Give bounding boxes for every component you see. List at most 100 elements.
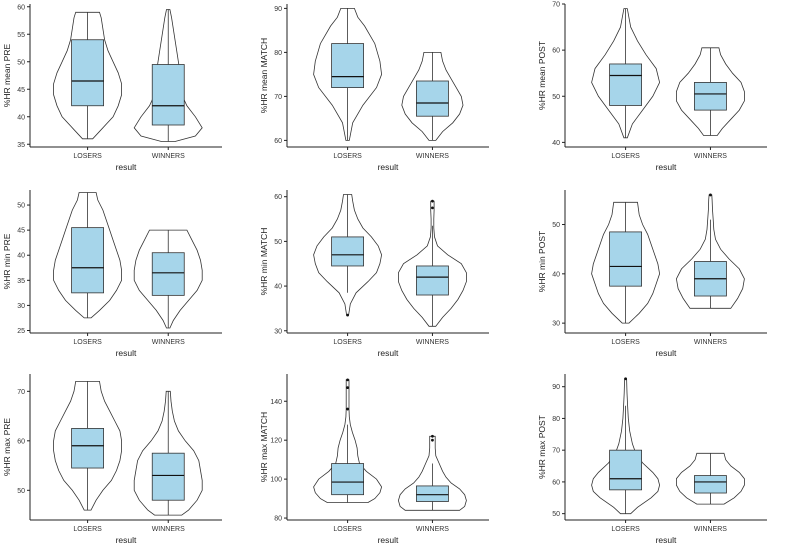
x-tick-label-winners: WINNERS xyxy=(152,339,185,346)
y-tick-label: 50 xyxy=(17,59,25,66)
outlier-point xyxy=(346,407,349,411)
violin-losers xyxy=(591,8,661,139)
y-tick-label: 70 xyxy=(274,94,282,101)
x-tick-label-losers: LOSERS xyxy=(333,339,362,346)
x-axis-title: result xyxy=(378,162,399,172)
outlier-point xyxy=(431,199,434,203)
box-winners xyxy=(416,80,449,117)
x-axis-title: result xyxy=(116,535,137,545)
y-axis-title: %HR min POST xyxy=(537,231,547,292)
y-tick-label: 80 xyxy=(274,516,282,523)
panel-6: 30 40 50 %HR min POST result LOSERS WINNERS xyxy=(537,190,767,358)
box-losers xyxy=(609,449,642,491)
x-tick-label-losers: LOSERS xyxy=(333,526,362,533)
x-tick-label-losers: LOSERS xyxy=(611,526,640,533)
x-axis-title: result xyxy=(116,162,137,172)
y-tick-label: 35 xyxy=(17,142,25,149)
box-winners xyxy=(694,82,727,111)
box-losers xyxy=(71,428,104,469)
x-axis-title: result xyxy=(656,162,677,172)
panel-1: 35 40 45 50 55 60 %HR mean PRE result LOSERS WINN… xyxy=(2,4,222,172)
x-tick-label-winners: WINNERS xyxy=(694,339,727,346)
box-winners xyxy=(694,475,727,494)
outlier-point xyxy=(346,378,349,382)
y-axis-title: %HR max PRE xyxy=(2,418,12,476)
y-tick-label: 50 xyxy=(552,511,560,518)
x-tick-label-winners: WINNERS xyxy=(416,153,449,160)
box-losers xyxy=(609,231,642,287)
x-tick-label-losers: LOSERS xyxy=(73,339,102,346)
y-tick-label: 60 xyxy=(552,48,560,55)
y-tick-label: 50 xyxy=(17,488,25,495)
y-tick-label: 60 xyxy=(552,479,560,486)
x-tick-label-losers: LOSERS xyxy=(73,526,102,533)
y-tick-label: 40 xyxy=(17,253,25,260)
outlier-point xyxy=(709,193,712,197)
violin-losers xyxy=(53,11,122,140)
x-axis-title: result xyxy=(378,348,399,358)
box-winners xyxy=(151,452,185,501)
x-tick-label-winners: WINNERS xyxy=(694,526,727,533)
y-tick-label: 70 xyxy=(552,2,560,9)
panel-4: 25 30 35 40 45 50 %HR min PRE result LOSERS WINNE… xyxy=(2,190,222,358)
violin-winners xyxy=(133,390,203,516)
y-axis-title: %HR mean POST xyxy=(537,41,547,110)
panel-2: 60 70 80 90 %HR mean MATCH result LOSERS WINNER… xyxy=(259,4,489,172)
box-winners xyxy=(416,485,449,502)
box-losers xyxy=(331,463,365,496)
y-axis-title: %HR max POST xyxy=(537,415,547,479)
y-axis-title: %HR mean MATCH xyxy=(259,38,269,113)
y-tick-label: 40 xyxy=(552,271,560,278)
box-losers xyxy=(331,43,365,88)
box-winners xyxy=(151,64,185,126)
violin-winners xyxy=(401,52,464,141)
violin-winners xyxy=(133,229,203,329)
violin-winners xyxy=(676,452,745,505)
y-tick-label: 60 xyxy=(17,4,25,11)
y-tick-label: 40 xyxy=(17,114,25,121)
y-tick-label: 40 xyxy=(274,284,282,291)
y-tick-label: 60 xyxy=(274,194,282,201)
box-losers xyxy=(71,227,104,294)
x-axis-title: result xyxy=(378,535,399,545)
y-tick-label: 140 xyxy=(270,399,282,406)
y-tick-label: 80 xyxy=(552,416,560,423)
y-axis-title: %HR max MATCH xyxy=(259,412,269,482)
x-tick-label-losers: LOSERS xyxy=(73,153,102,160)
y-axis-title: %HR min MATCH xyxy=(259,228,269,296)
y-tick-label: 55 xyxy=(17,32,25,39)
outlier-point xyxy=(431,434,434,438)
box-winners xyxy=(151,252,185,296)
violin-losers xyxy=(591,201,661,324)
x-tick-label-losers: LOSERS xyxy=(611,153,640,160)
y-tick-label: 30 xyxy=(274,328,282,335)
x-axis-title: result xyxy=(656,348,677,358)
x-tick-label-losers: LOSERS xyxy=(611,339,640,346)
violin-winners xyxy=(397,435,467,511)
violin-winners xyxy=(676,47,745,136)
violin-losers xyxy=(53,192,122,319)
x-axis-title: result xyxy=(116,348,137,358)
y-axis-title: %HR mean PRE xyxy=(2,44,12,108)
x-tick-label-winners: WINNERS xyxy=(152,526,185,533)
x-tick-label-winners: WINNERS xyxy=(416,526,449,533)
y-tick-label: 40 xyxy=(552,140,560,147)
panel-5: 30 40 50 60 %HR min MATCH result LOSERS WINNERS xyxy=(259,190,489,358)
y-tick-label: 45 xyxy=(17,87,25,94)
y-tick-label: 30 xyxy=(17,303,25,310)
y-tick-label: 90 xyxy=(552,384,560,391)
x-axis-title: result xyxy=(656,535,677,545)
y-tick-label: 100 xyxy=(270,477,282,484)
x-tick-label-losers: LOSERS xyxy=(333,153,362,160)
y-tick-label: 50 xyxy=(274,239,282,246)
y-tick-label: 50 xyxy=(552,94,560,101)
panel-3: 40 50 60 70 %HR mean POST result LOSERS WINNERS xyxy=(537,2,767,172)
y-tick-label: 60 xyxy=(17,438,25,445)
y-tick-label: 35 xyxy=(17,278,25,285)
y-tick-label: 30 xyxy=(552,321,560,328)
panel-7: 50 60 70 %HR max PRE result LOSERS WINNERS xyxy=(2,374,222,545)
y-tick-label: 50 xyxy=(552,222,560,229)
y-tick-label: 60 xyxy=(274,138,282,145)
box-losers xyxy=(609,63,642,106)
